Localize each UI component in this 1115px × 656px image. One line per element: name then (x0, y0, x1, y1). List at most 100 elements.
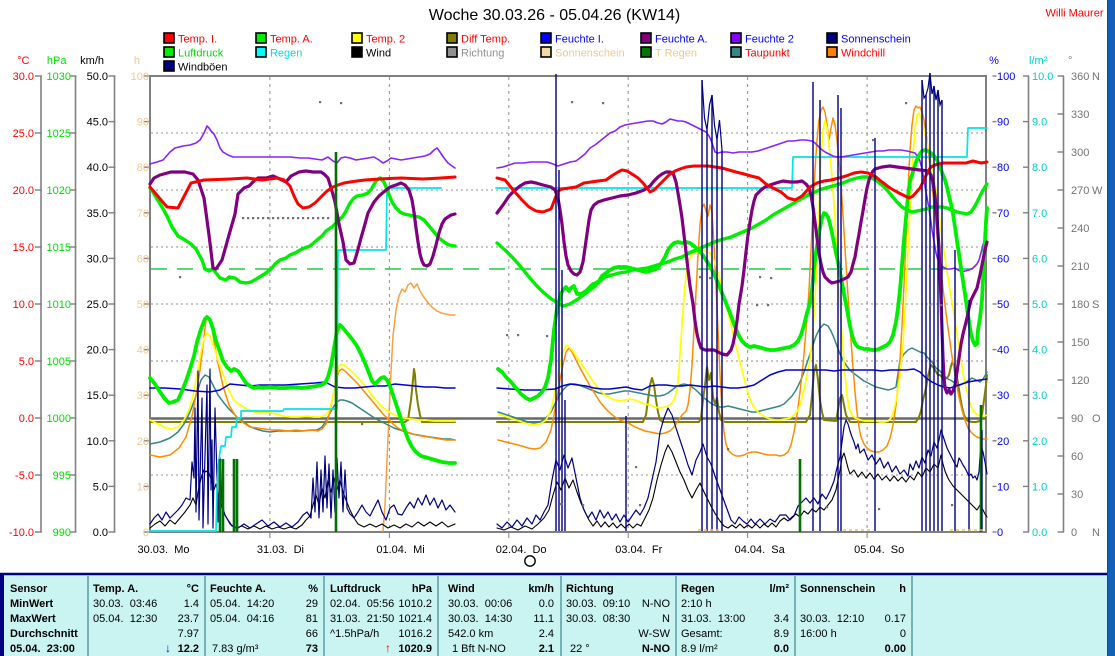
svg-text:Wind: Wind (366, 48, 391, 60)
svg-text:01.04. Mi: 01.04. Mi (376, 544, 424, 556)
svg-text:0.0: 0.0 (1032, 527, 1047, 539)
svg-text:1030: 1030 (47, 71, 71, 83)
svg-text:30.0: 30.0 (13, 71, 34, 83)
svg-text:N-NO: N-NO (642, 643, 671, 655)
svg-text:Windchill: Windchill (841, 48, 885, 60)
svg-text:Taupunkt: Taupunkt (745, 48, 790, 60)
svg-text:22 °: 22 ° (570, 643, 590, 655)
svg-text:4.0: 4.0 (1032, 345, 1047, 357)
svg-text:40.0: 40.0 (87, 162, 108, 174)
svg-text:30.0: 30.0 (87, 253, 108, 265)
svg-text:Regen: Regen (681, 583, 715, 595)
svg-text:995: 995 (53, 470, 71, 482)
svg-text:h: h (134, 55, 140, 67)
svg-text:70: 70 (997, 208, 1009, 220)
svg-text:Temp. A.: Temp. A. (93, 583, 138, 595)
svg-text:°C: °C (17, 55, 29, 67)
svg-text:↓: ↓ (165, 641, 171, 655)
svg-text:40: 40 (997, 345, 1009, 357)
svg-text:0.17: 0.17 (885, 613, 906, 625)
svg-text:0: 0 (143, 527, 149, 539)
svg-text:10: 10 (137, 481, 149, 493)
svg-text:1010.2: 1010.2 (398, 598, 432, 610)
svg-text:50: 50 (997, 299, 1009, 311)
svg-text:Temp. 2: Temp. 2 (366, 34, 405, 46)
svg-text:30.03. 08:30: 30.03. 08:30 (566, 613, 630, 625)
svg-text:-10.0: -10.0 (9, 527, 34, 539)
svg-text:0: 0 (997, 527, 1003, 539)
svg-text:90: 90 (997, 117, 1009, 129)
svg-text:100: 100 (131, 71, 149, 83)
svg-text:31.03. 13:00: 31.03. 13:00 (681, 613, 745, 625)
svg-text:^1.5hPa/h: ^1.5hPa/h (330, 628, 379, 640)
svg-text:10: 10 (997, 481, 1009, 493)
svg-text:0: 0 (1071, 527, 1077, 539)
svg-text:05.04. 23:00: 05.04. 23:00 (10, 643, 75, 655)
svg-text:Wind: Wind (448, 583, 475, 595)
svg-text:N: N (1092, 71, 1100, 83)
svg-text:0.0: 0.0 (774, 643, 789, 655)
svg-text:O: O (1092, 413, 1101, 425)
svg-text:80: 80 (137, 162, 149, 174)
svg-text:↑: ↑ (385, 641, 391, 655)
svg-text:330: 330 (1071, 109, 1089, 121)
svg-text:N-NO: N-NO (642, 598, 671, 610)
svg-text:15.0: 15.0 (13, 242, 34, 254)
svg-text:W-SW: W-SW (638, 628, 670, 640)
svg-text:30: 30 (1071, 489, 1083, 501)
svg-text:°C: °C (187, 583, 199, 595)
svg-text:60: 60 (997, 253, 1009, 265)
svg-text:1020.9: 1020.9 (398, 643, 432, 655)
svg-text:Sonnenschein: Sonnenschein (555, 48, 625, 60)
svg-text:6.0: 6.0 (1032, 253, 1047, 265)
svg-text:S: S (1092, 299, 1099, 311)
svg-text:30.03. Mo: 30.03. Mo (138, 544, 190, 556)
svg-text:Feuchte A.: Feuchte A. (210, 583, 266, 595)
svg-text:Feuchte 2: Feuchte 2 (745, 34, 794, 46)
svg-text:03.04. Fr: 03.04. Fr (615, 544, 662, 556)
svg-text:Luftdruck: Luftdruck (178, 48, 224, 60)
svg-text:Feuchte I.: Feuchte I. (555, 34, 604, 46)
svg-text:300: 300 (1071, 147, 1089, 159)
svg-text:%: % (308, 583, 318, 595)
svg-text:990: 990 (53, 527, 71, 539)
svg-text:12.2: 12.2 (178, 643, 199, 655)
svg-text:9.0: 9.0 (1032, 117, 1047, 129)
svg-text:5.0: 5.0 (1032, 299, 1047, 311)
svg-text:Durchschnitt: Durchschnitt (10, 628, 78, 640)
svg-text:1005: 1005 (47, 356, 71, 368)
svg-text:15.0: 15.0 (87, 390, 108, 402)
svg-text:2:10 h: 2:10 h (681, 598, 712, 610)
svg-text:Windböen: Windböen (178, 62, 228, 74)
svg-text:Richtung: Richtung (566, 583, 614, 595)
svg-text:1.4: 1.4 (184, 598, 199, 610)
svg-text:10.0: 10.0 (1032, 71, 1053, 83)
svg-text:20.0: 20.0 (13, 185, 34, 197)
svg-text:40: 40 (137, 345, 149, 357)
svg-text:1 Bft N-NO: 1 Bft N-NO (452, 643, 506, 655)
svg-text:7.0: 7.0 (1032, 208, 1047, 220)
svg-text:0.00: 0.00 (885, 643, 906, 655)
svg-text:210: 210 (1071, 261, 1089, 273)
svg-text:Richtung: Richtung (461, 48, 504, 60)
svg-text:1020: 1020 (47, 185, 71, 197)
svg-text:-5.0: -5.0 (15, 470, 34, 482)
svg-text:70: 70 (137, 208, 149, 220)
svg-text:km/h: km/h (528, 583, 554, 595)
svg-text:30.03. 03:46: 30.03. 03:46 (93, 598, 157, 610)
svg-text:2.1: 2.1 (539, 643, 554, 655)
svg-text:1021.4: 1021.4 (398, 613, 432, 625)
svg-text:80: 80 (997, 162, 1009, 174)
svg-text:0.0: 0.0 (93, 527, 108, 539)
svg-text:20: 20 (137, 436, 149, 448)
svg-text:10.0: 10.0 (13, 299, 34, 311)
svg-text:29: 29 (306, 598, 318, 610)
svg-text:1016.2: 1016.2 (398, 628, 432, 640)
svg-text:02.04. Do: 02.04. Do (496, 544, 547, 556)
svg-text:30: 30 (997, 390, 1009, 402)
svg-text:W: W (1092, 185, 1103, 197)
svg-text:05.04. So: 05.04. So (854, 544, 904, 556)
svg-text:l/m²: l/m² (1029, 55, 1048, 67)
svg-text:0.0: 0.0 (539, 598, 554, 610)
svg-text:23.7: 23.7 (178, 613, 199, 625)
